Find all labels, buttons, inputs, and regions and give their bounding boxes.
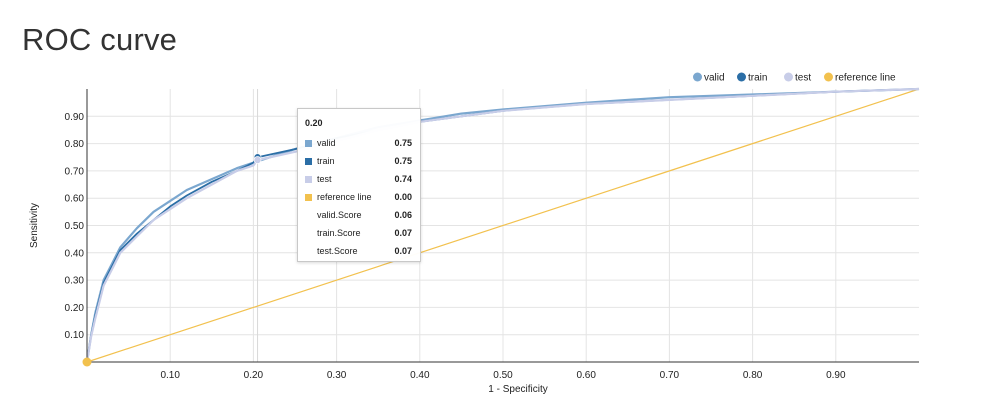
series-line-reference-line	[86, 88, 920, 363]
x-tick-label: 0.90	[826, 370, 846, 381]
y-tick-label: 0.70	[65, 166, 85, 177]
legend-label-reference-line: reference line	[835, 73, 896, 84]
x-tick-label: 0.40	[410, 370, 430, 381]
page-title: ROC curve	[22, 22, 178, 57]
y-tick-label: 0.20	[65, 303, 85, 314]
tooltip-label: test	[317, 174, 332, 184]
tooltip-swatch	[305, 194, 312, 201]
reference-layer	[86, 88, 920, 363]
tooltip-value: 0.00	[394, 192, 412, 202]
tooltip-label: train	[317, 156, 335, 166]
series-line-test	[85, 87, 920, 363]
y-tick-label: 0.30	[65, 276, 85, 287]
tooltip-label: reference line	[317, 192, 372, 202]
legend: valid train test reference line	[693, 72, 896, 84]
tooltip-row: reference line 0.00	[305, 191, 412, 203]
tooltip-row: valid 0.75	[305, 137, 412, 149]
tooltip-swatch	[305, 140, 312, 147]
tooltip-x-value: 0.20	[305, 118, 323, 128]
tooltip-row: test 0.74	[305, 173, 412, 185]
y-tick-label: 0.80	[65, 139, 85, 150]
tooltip-swatch	[305, 158, 312, 165]
series-layer	[85, 87, 920, 363]
tooltip-value: 0.07	[394, 228, 412, 238]
series-line-valid	[85, 87, 920, 363]
y-axis-title: Sensitivity	[29, 203, 40, 248]
tooltip-value: 0.06	[394, 210, 412, 220]
axes: 0.10 0.20 0.30 0.40 0.50 0.60 0.70 0.80 0.90 0.10…	[29, 89, 919, 395]
tooltip-value: 0.07	[394, 246, 412, 256]
tooltip-swatch	[305, 176, 312, 183]
x-tick-label: 0.70	[660, 370, 680, 381]
y-tick-label: 0.60	[65, 194, 85, 205]
x-tick-label: 0.80	[743, 370, 763, 381]
y-tick-label: 0.90	[65, 112, 85, 123]
legend-label-valid: valid	[704, 73, 725, 84]
tooltip-row: valid.Score 0.06	[305, 209, 412, 221]
legend-marker-reference-line	[824, 72, 833, 82]
chart-tooltip: 0.20 valid 0.75 train 0.75 test 0.74 reference…	[297, 108, 421, 262]
legend-marker-train	[737, 72, 746, 82]
legend-marker-test	[784, 72, 793, 82]
hover-markers	[82, 153, 262, 367]
tooltip-value: 0.74	[394, 174, 412, 184]
x-tick-label: 0.20	[244, 370, 264, 381]
tooltip-label: test.Score	[317, 246, 358, 256]
legend-label-train: train	[748, 73, 767, 84]
x-tick-label: 0.50	[493, 370, 513, 381]
legend-label-test: test	[795, 73, 811, 84]
x-axis-title: 1 - Specificity	[488, 384, 547, 395]
x-tick-label: 0.60	[576, 370, 596, 381]
tooltip-label: valid	[317, 138, 336, 148]
tooltip-label: valid.Score	[317, 210, 362, 220]
hover-point-test	[253, 156, 262, 164]
x-tick-label: 0.10	[160, 370, 180, 381]
tooltip-value: 0.75	[394, 138, 412, 148]
tooltip-row: train 0.75	[305, 155, 412, 167]
legend-marker-valid	[693, 72, 702, 82]
tooltip-row: train.Score 0.07	[305, 227, 412, 239]
y-tick-label: 0.40	[65, 248, 85, 259]
tooltip-row: test.Score 0.07	[305, 245, 412, 257]
y-tick-label: 0.50	[65, 221, 85, 232]
y-tick-label: 0.10	[65, 330, 85, 341]
x-tick-label: 0.30	[327, 370, 347, 381]
tooltip-value: 0.75	[394, 156, 412, 166]
reference-start-point	[82, 357, 92, 367]
tooltip-label: train.Score	[317, 228, 361, 238]
